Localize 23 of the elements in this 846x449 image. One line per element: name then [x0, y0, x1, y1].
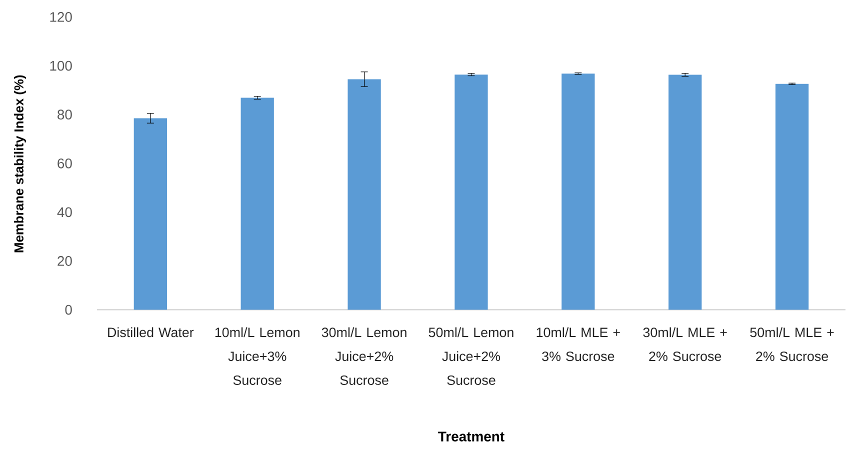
y-tick-label: 0 — [65, 304, 72, 315]
x-tick-label: 50ml/L MLE + 2% Sucrose — [750, 327, 834, 362]
y-axis-title: Membrane stability Index (%) — [14, 75, 26, 252]
x-tick-label: Distilled Water — [108, 327, 194, 338]
bar — [240, 98, 274, 310]
y-tick-label: 20 — [58, 256, 72, 266]
y-tick-label: 60 — [58, 158, 72, 168]
bar — [348, 79, 381, 310]
bar — [454, 74, 488, 310]
y-tick-label: 80 — [58, 110, 72, 120]
x-axis-title: Treatment — [438, 432, 504, 442]
x-tick-label: 30ml/L Lemon Juice+2% Sucrose — [322, 327, 406, 386]
y-tick-label: 100 — [50, 60, 72, 71]
x-tick-label: 10ml/L Lemon Juice+3% Sucrose — [215, 327, 300, 386]
bar — [775, 84, 809, 310]
x-tick-label: 10ml/L MLE + 3% Sucrose — [536, 327, 620, 362]
bar — [668, 74, 702, 310]
bar — [562, 74, 595, 310]
y-tick-label: 40 — [57, 207, 72, 218]
y-tick-label: 120 — [50, 12, 72, 22]
bar — [134, 118, 167, 310]
x-tick-label: 30ml/L MLE + 2% Sucrose — [643, 327, 727, 362]
x-tick-label: 50ml/L Lemon Juice+2% Sucrose — [428, 327, 514, 386]
